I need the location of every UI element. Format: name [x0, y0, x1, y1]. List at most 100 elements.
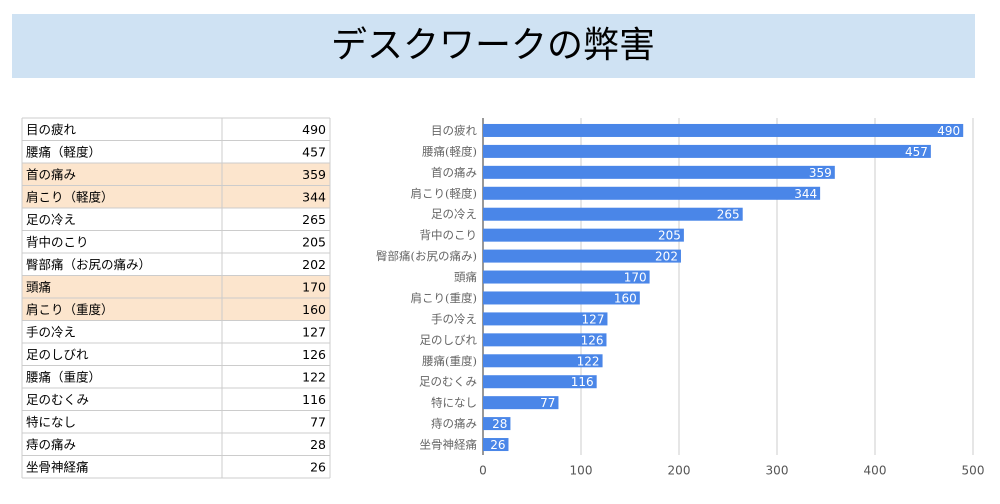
table-row — [22, 230, 330, 253]
y-tick-label: 肩こり(重度) — [411, 291, 477, 305]
bar — [483, 207, 743, 221]
y-tick-label: 坐骨神経痛 — [420, 438, 478, 452]
row-value: 359 — [302, 167, 326, 182]
row-label: 臀部痛（お尻の痛み） — [26, 257, 151, 272]
bar-value-label: 127 — [582, 312, 605, 326]
table-row — [22, 208, 330, 231]
row-label: 首の痛み — [26, 167, 76, 182]
y-tick-label: 痔の痛み — [431, 417, 477, 431]
table-row — [22, 163, 330, 186]
row-label: 背中のこり — [26, 234, 89, 249]
x-tick-label: 200 — [668, 464, 691, 478]
table-row — [22, 253, 330, 276]
y-tick-label: 肩こり(軽度) — [411, 186, 477, 200]
bar-value-label: 126 — [581, 333, 604, 347]
bar-value-label: 77 — [540, 396, 555, 410]
row-label: 肩こり（重度） — [26, 302, 114, 317]
x-tick-label: 400 — [864, 464, 887, 478]
row-label: 肩こり（軽度） — [26, 189, 114, 204]
bar — [483, 354, 603, 368]
row-label: 痔の痛み — [26, 437, 76, 452]
table-row — [22, 275, 330, 298]
bar-value-label: 160 — [614, 291, 637, 305]
row-value: 77 — [310, 414, 326, 429]
row-value: 344 — [302, 189, 326, 204]
y-tick-label: 頭痛 — [454, 270, 477, 284]
bar — [483, 396, 559, 410]
bar-value-label: 202 — [655, 250, 678, 264]
row-value: 116 — [302, 392, 326, 407]
table-row — [22, 185, 330, 208]
row-value: 170 — [302, 279, 326, 294]
row-label: 腰痛（重度） — [26, 369, 101, 384]
y-tick-label: 腰痛(重度) — [422, 354, 477, 368]
x-tick-label: 0 — [479, 464, 487, 478]
table-row — [22, 365, 330, 388]
row-value: 126 — [302, 347, 326, 362]
row-label: 頭痛 — [26, 279, 51, 294]
bar — [483, 270, 650, 284]
table-row — [22, 140, 330, 163]
row-value: 28 — [310, 437, 326, 452]
y-tick-label: 特になし — [431, 396, 477, 410]
row-value: 160 — [302, 302, 326, 317]
bar-value-label: 265 — [717, 208, 740, 222]
bar-value-label: 344 — [794, 187, 817, 201]
x-tick-label: 100 — [570, 464, 593, 478]
title-band — [12, 14, 975, 78]
row-label: 目の疲れ — [26, 122, 77, 137]
bar — [483, 312, 608, 326]
row-value: 457 — [302, 144, 326, 159]
bar-value-label: 26 — [490, 438, 505, 452]
bar — [483, 228, 684, 242]
row-value: 202 — [302, 257, 326, 272]
bar — [483, 333, 607, 347]
row-value: 122 — [302, 369, 326, 384]
table-row — [22, 455, 330, 478]
bar-value-label: 490 — [937, 124, 960, 138]
row-value: 26 — [310, 459, 326, 474]
slide-title: デスクワークの弊害 — [331, 25, 655, 66]
table-row — [22, 410, 330, 433]
table-row — [22, 388, 330, 411]
bar-value-label: 359 — [809, 166, 832, 180]
bar-value-label: 170 — [624, 271, 647, 285]
row-value: 490 — [302, 122, 326, 137]
row-value: 265 — [302, 212, 326, 227]
table-row — [22, 433, 330, 456]
row-value: 127 — [302, 324, 326, 339]
y-tick-label: 首の痛み — [431, 165, 477, 179]
bar-value-label: 122 — [577, 354, 600, 368]
bar — [483, 186, 821, 200]
bar — [483, 417, 511, 431]
row-label: 足のむくみ — [26, 392, 89, 407]
y-tick-label: 足のしびれ — [420, 333, 478, 347]
row-label: 特になし — [26, 414, 76, 429]
y-tick-label: 手の冷え — [431, 312, 477, 326]
bar-value-label: 116 — [571, 375, 594, 389]
row-label: 足のしびれ — [26, 347, 89, 362]
x-tick-label: 500 — [962, 464, 985, 478]
table-row — [22, 118, 330, 141]
y-tick-label: 臀部痛(お尻の痛み) — [376, 249, 477, 263]
y-tick-label: 目の疲れ — [431, 123, 477, 137]
table-row — [22, 298, 330, 321]
bar — [483, 291, 640, 305]
row-label: 足の冷え — [26, 212, 76, 227]
y-tick-label: 足のむくみ — [419, 375, 477, 389]
row-label: 腰痛（軽度） — [26, 144, 101, 159]
row-label: 手の冷え — [26, 324, 76, 339]
bar — [483, 438, 509, 452]
x-tick-label: 300 — [766, 464, 789, 478]
bar-value-label: 205 — [658, 229, 681, 243]
bar — [483, 375, 597, 389]
bar — [483, 249, 681, 263]
y-tick-label: 足の冷え — [431, 207, 477, 221]
bar — [483, 123, 964, 137]
table-row — [22, 320, 330, 343]
bar — [483, 165, 835, 179]
y-tick-label: 腰痛(軽度) — [422, 144, 477, 158]
row-value: 205 — [302, 234, 326, 249]
bar-value-label: 28 — [492, 417, 507, 431]
table-row — [22, 343, 330, 366]
